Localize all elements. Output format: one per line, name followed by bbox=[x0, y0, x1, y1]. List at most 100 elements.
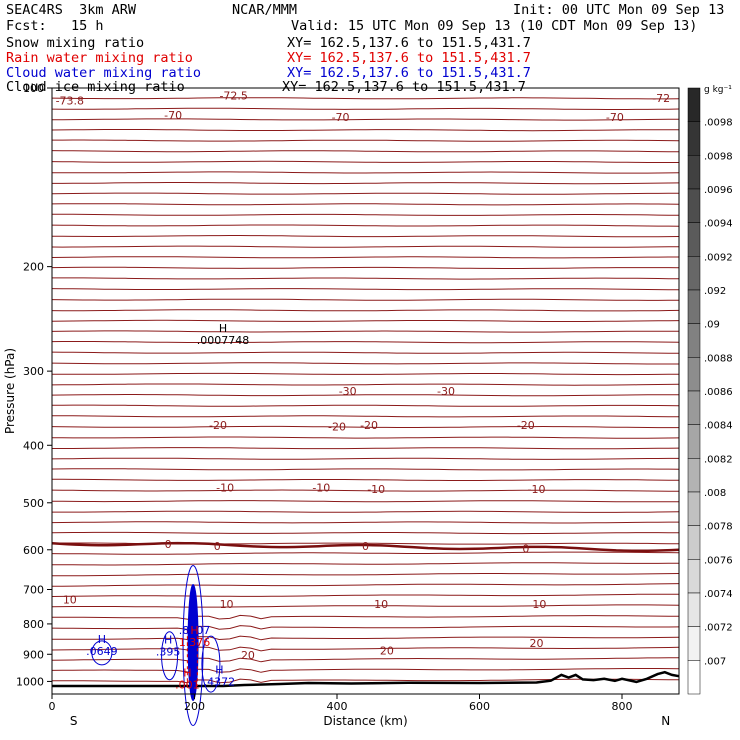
isotherm-label: 20 bbox=[530, 637, 544, 650]
y-tick-label: 300 bbox=[23, 365, 44, 378]
isotherm-label: -73.8 bbox=[56, 95, 84, 108]
legend-rain-xy: XY= 162.5,137.6 to 151.5,431.7 bbox=[287, 50, 531, 66]
isotherm-line bbox=[52, 447, 680, 450]
isotherm-line bbox=[51, 604, 680, 608]
isotherm-line bbox=[51, 489, 679, 492]
legend-snow-label: Snow mixing ratio bbox=[6, 35, 145, 51]
isotherm-line bbox=[51, 657, 679, 663]
isotherm-line bbox=[51, 118, 680, 121]
isotherm-label: -20 bbox=[360, 419, 378, 432]
isotherm-line bbox=[51, 404, 680, 407]
isotherm-label: 20 bbox=[380, 645, 394, 658]
isotherm-label: -20 bbox=[328, 421, 346, 434]
isotherm-label: -20 bbox=[517, 419, 535, 432]
maximum-marker: H bbox=[183, 667, 191, 680]
isotherm-label: 0 bbox=[362, 540, 369, 553]
colorbar-cell bbox=[687, 323, 701, 358]
isotherm-line bbox=[52, 277, 680, 280]
isotherm-line bbox=[51, 107, 680, 110]
legend-snow-xy: XY= 162.5,137.6 to 151.5,431.7 bbox=[287, 35, 531, 51]
isotherm-line bbox=[51, 224, 680, 227]
x-start-label: S bbox=[70, 714, 78, 728]
isotherm-line bbox=[51, 319, 680, 322]
x-tick-label: 400 bbox=[327, 700, 348, 713]
contour-labels: -73.8 -72.5 -72 -70 -70 -70 -30 -30 -20 -20 -20 -20… bbox=[56, 90, 671, 692]
maximum-label: .8407 bbox=[179, 624, 211, 637]
colorbar-label: .0098 bbox=[704, 151, 733, 162]
legend-cloud-ice-xy: XY= 162.5,137.6 to 151.5,431.7 bbox=[282, 79, 526, 95]
colorbar-cell bbox=[687, 458, 701, 493]
colorbar-cell bbox=[687, 256, 701, 291]
isotherm-line bbox=[52, 139, 680, 142]
isotherm-label: -72.5 bbox=[219, 90, 247, 103]
y-axis-label: Pressure (hPa) bbox=[3, 348, 17, 434]
terrain-profile bbox=[52, 670, 680, 688]
legend-rain-label: Rain water mixing ratio bbox=[6, 50, 193, 66]
colorbar-cell bbox=[687, 121, 701, 156]
cloud-water-contour bbox=[182, 565, 204, 727]
colorbar-label: .0086 bbox=[704, 387, 733, 398]
x-tick-label: 0 bbox=[49, 700, 56, 713]
cloud-water-contour bbox=[91, 640, 113, 666]
isotherm-line bbox=[51, 625, 680, 630]
isotherm-line bbox=[51, 635, 680, 641]
colorbar-cell bbox=[687, 87, 701, 122]
maximum-marker: H bbox=[164, 634, 172, 647]
chart-axes: 0 200 400 600 800100200300400500600700800900… bbox=[3, 82, 680, 728]
colorbar: .0098 .0098 .0096 .0094 .0092 .092 .09 .0088 .00… bbox=[687, 85, 733, 695]
y-tick-label: 800 bbox=[23, 618, 44, 631]
maximum-label: .0649 bbox=[86, 645, 118, 658]
isotherm-line bbox=[51, 551, 680, 555]
y-tick-label: 900 bbox=[23, 648, 44, 661]
cloud-water-contour bbox=[161, 631, 179, 681]
isotherm-line bbox=[52, 171, 680, 174]
isotherm-line bbox=[51, 351, 680, 354]
colorbar-label: .0078 bbox=[704, 522, 733, 533]
freezing-level-line bbox=[51, 541, 680, 553]
isotherm-label: -70 bbox=[332, 111, 350, 124]
isotherm-line bbox=[52, 478, 680, 481]
colorbar-label: .0076 bbox=[704, 555, 733, 566]
colorbar-cell bbox=[687, 626, 701, 661]
y-tick-label: 1000 bbox=[16, 675, 44, 688]
maximum-label: .4372 bbox=[204, 675, 236, 688]
colorbar-cell bbox=[687, 357, 701, 392]
isotherm-label: 10 bbox=[63, 594, 77, 607]
colorbar-label: .007 bbox=[704, 656, 726, 667]
x-tick-label: 200 bbox=[184, 700, 205, 713]
colorbar-cell bbox=[687, 390, 701, 425]
isotherm-label: -30 bbox=[437, 385, 455, 398]
isotherm-label: -10 bbox=[312, 481, 330, 494]
terrain-line bbox=[52, 670, 680, 688]
isotherm-label: -20 bbox=[209, 419, 227, 432]
y-tick-label: 500 bbox=[23, 497, 44, 510]
isotherm-line bbox=[51, 468, 680, 471]
isotherm-line bbox=[51, 150, 680, 153]
colorbar-label: .092 bbox=[704, 286, 726, 297]
maximum-label: .001 bbox=[175, 679, 200, 692]
maximum-marker: H bbox=[190, 624, 198, 637]
colorbar-cell bbox=[687, 188, 701, 223]
maximum-marker: H bbox=[215, 663, 223, 676]
isotherm-label: -70 bbox=[164, 109, 182, 122]
isotherm-label: -10 bbox=[216, 481, 234, 494]
cloud-water-contours bbox=[91, 565, 221, 727]
colorbar-cell bbox=[687, 559, 701, 594]
isotherm-label: 10 bbox=[220, 598, 234, 611]
colorbar-label: .0072 bbox=[704, 623, 733, 634]
x-end-label: N bbox=[661, 714, 670, 728]
isotherm-line bbox=[51, 288, 679, 291]
maximum-label: .0007748 bbox=[197, 334, 250, 347]
isotherm-line bbox=[51, 383, 680, 386]
isotherm-label: 10 bbox=[532, 598, 546, 611]
isotherm-line bbox=[51, 593, 679, 597]
colorbar-cell bbox=[687, 525, 701, 560]
x-tick-label: 800 bbox=[612, 700, 633, 713]
isotherm-label: 20 bbox=[241, 649, 255, 662]
isotherm-line bbox=[51, 457, 679, 460]
isotherm-label: -30 bbox=[339, 385, 357, 398]
colorbar-label: .0074 bbox=[704, 589, 733, 600]
colorbar-cell bbox=[687, 222, 701, 257]
isotherm-line bbox=[51, 362, 679, 365]
isotherm-label: 0 bbox=[522, 542, 529, 555]
